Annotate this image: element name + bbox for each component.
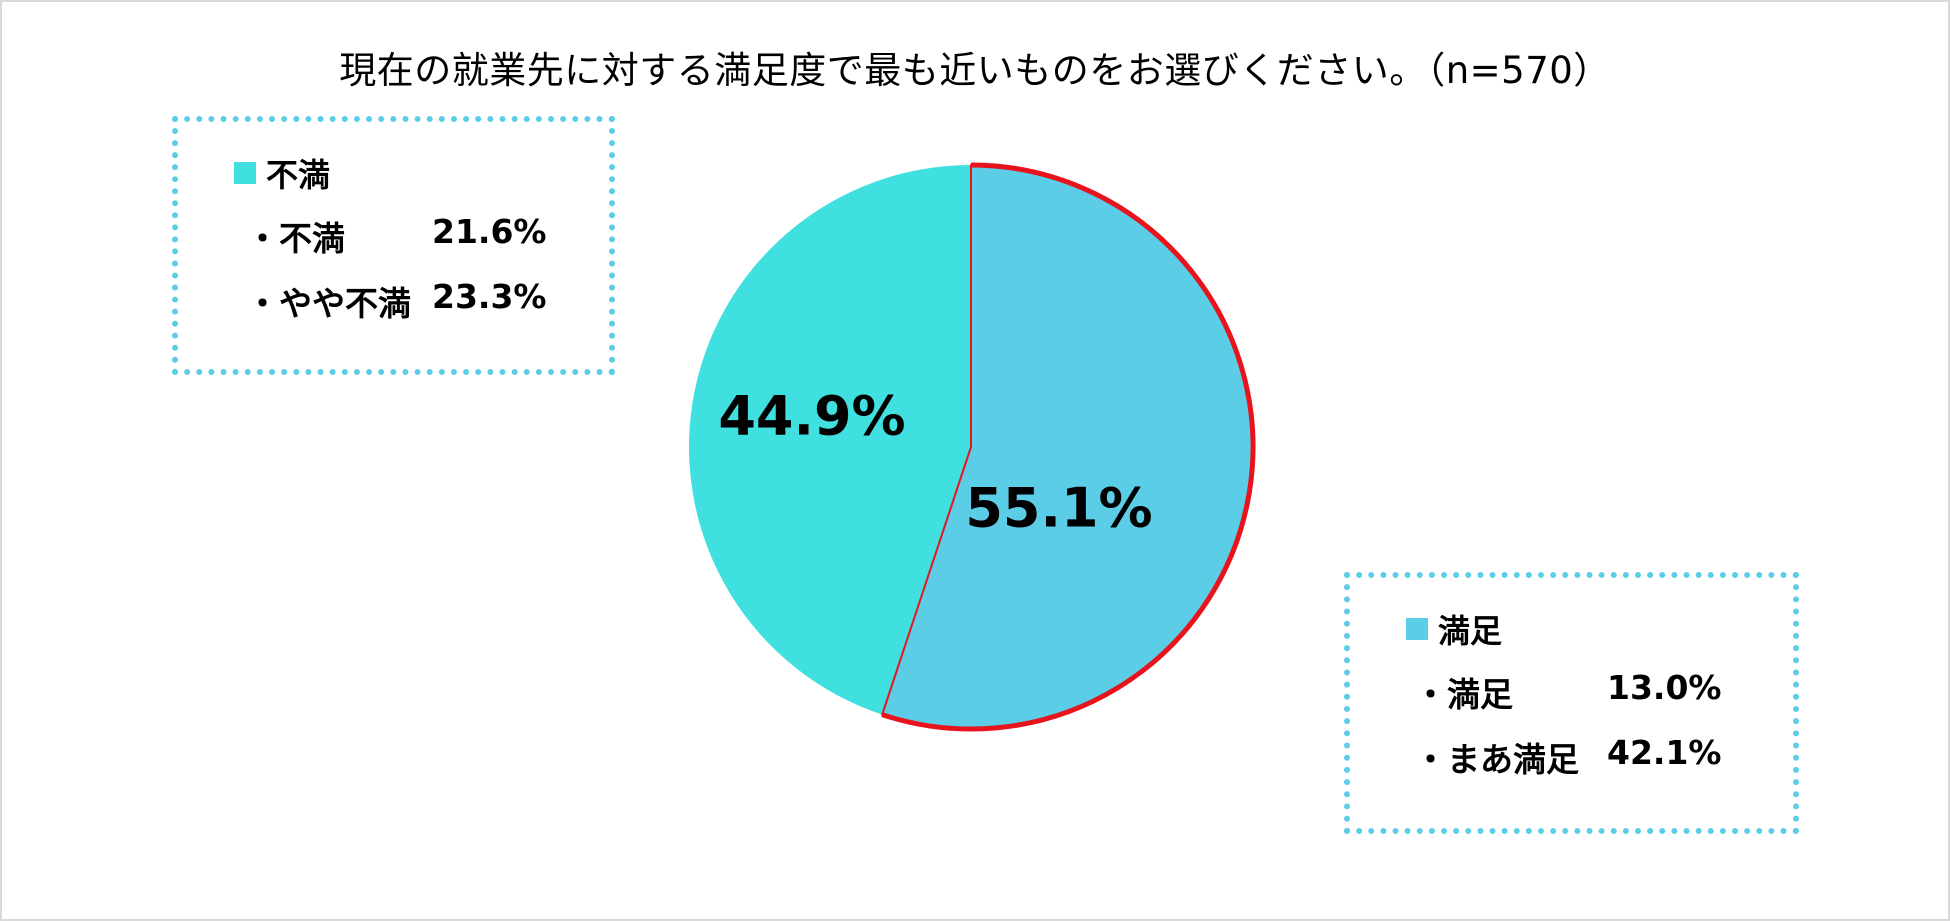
legend-satisfied-header: 満足 (1406, 606, 1502, 652)
legend-row-label: ・まあ満足 (1414, 740, 1579, 779)
legend-satisfied: 満足 ・満足 13.0% ・まあ満足 42.1% (1344, 572, 1799, 834)
legend-dissatisfied: 不満 ・不満 21.6% ・やや不満 23.3% (172, 116, 615, 375)
slice-highlight-arc (881, 162, 1256, 732)
pie-slice (688, 165, 971, 715)
legend-dissatisfied-header: 不満 (234, 150, 330, 196)
legend-row-label: ・やや不満 (246, 284, 411, 323)
legend-row-value: 42.1% (1607, 733, 1722, 772)
legend-row-value: 21.6% (432, 212, 547, 251)
legend-row-label: ・満足 (1414, 675, 1513, 714)
legend-row-value: 13.0% (1607, 668, 1722, 707)
legend-row-label: ・不満 (246, 219, 345, 258)
legend-dissatisfied-title: 不満 (266, 156, 331, 194)
legend-row-value: 23.3% (432, 277, 547, 316)
pie-slice (882, 165, 1253, 730)
pie-slice-label: 55.1% (965, 477, 1152, 540)
legend-satisfied-title: 満足 (1438, 612, 1503, 650)
pie-slice-label: 44.9% (718, 385, 905, 448)
legend-swatch-satisfied (1406, 618, 1428, 640)
legend-swatch-dissatisfied (234, 162, 256, 184)
chart-title: 現在の就業先に対する満足度で最も近いものをお選びください。（n=570） (339, 49, 1611, 92)
